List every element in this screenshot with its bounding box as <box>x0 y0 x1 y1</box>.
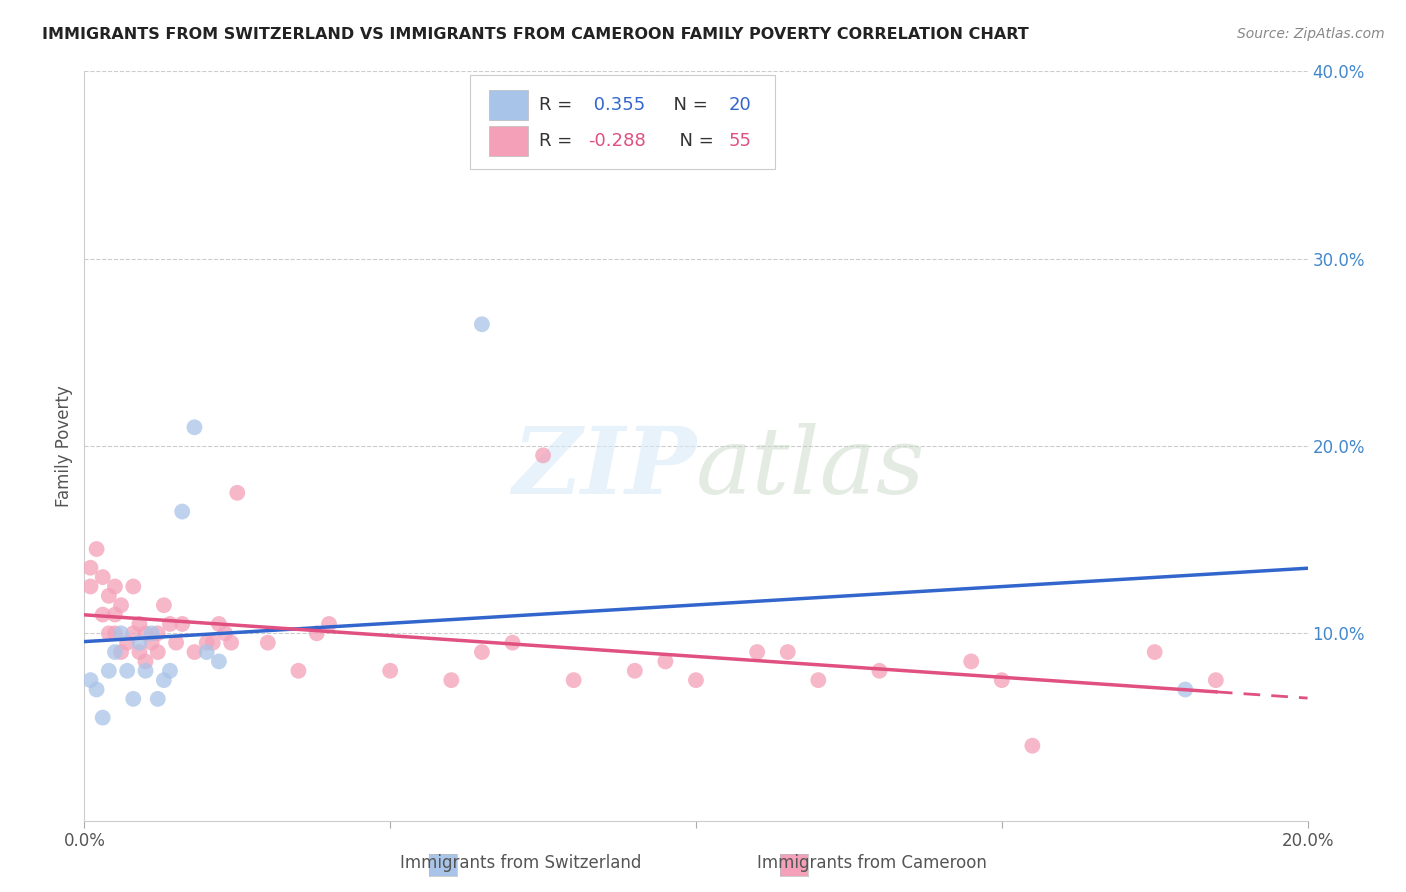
Point <box>305 626 328 640</box>
Point <box>172 617 194 632</box>
Point <box>776 645 799 659</box>
Point <box>318 617 340 632</box>
Text: Source: ZipAtlas.com: Source: ZipAtlas.com <box>1237 27 1385 41</box>
Text: 20: 20 <box>728 95 752 113</box>
Point <box>195 645 218 659</box>
Point <box>122 692 145 706</box>
Point <box>104 607 127 622</box>
Point <box>159 617 181 632</box>
Text: N =: N = <box>662 95 713 113</box>
Text: 55: 55 <box>728 132 752 150</box>
Point <box>208 655 231 669</box>
Point <box>97 589 120 603</box>
Point <box>146 692 169 706</box>
FancyBboxPatch shape <box>470 75 776 169</box>
Point <box>146 645 169 659</box>
Point <box>747 645 769 659</box>
Point <box>153 599 176 613</box>
Point <box>110 626 132 640</box>
Point <box>135 664 157 678</box>
Text: R =: R = <box>540 95 578 113</box>
Point <box>104 580 127 594</box>
Text: N =: N = <box>668 132 720 150</box>
Point <box>195 635 218 649</box>
Point <box>115 635 138 649</box>
Text: IMMIGRANTS FROM SWITZERLAND VS IMMIGRANTS FROM CAMEROON FAMILY POVERTY CORRELATI: IMMIGRANTS FROM SWITZERLAND VS IMMIGRANT… <box>42 27 1029 42</box>
Point <box>97 626 120 640</box>
Text: R =: R = <box>540 132 578 150</box>
Point <box>115 664 138 678</box>
Point <box>1174 682 1197 697</box>
Point <box>104 626 127 640</box>
Point <box>104 645 127 659</box>
Point <box>685 673 707 688</box>
Point <box>807 673 830 688</box>
Point <box>86 542 108 557</box>
Point <box>562 673 585 688</box>
Point <box>135 626 157 640</box>
Point <box>287 664 309 678</box>
Point <box>141 635 163 649</box>
Point <box>97 664 120 678</box>
Text: Immigrants from Switzerland: Immigrants from Switzerland <box>399 855 641 872</box>
Point <box>165 635 187 649</box>
Point <box>128 635 150 649</box>
Point <box>219 635 242 649</box>
Point <box>1021 739 1043 753</box>
Point <box>654 655 676 669</box>
Point <box>153 673 176 688</box>
Point <box>531 449 554 463</box>
Point <box>440 673 463 688</box>
Text: ZIP: ZIP <box>512 424 696 514</box>
Point <box>110 599 132 613</box>
Point <box>1143 645 1166 659</box>
FancyBboxPatch shape <box>489 126 529 156</box>
Point <box>135 655 157 669</box>
Point <box>208 617 231 632</box>
Point <box>91 607 114 622</box>
Point <box>214 626 236 640</box>
Point <box>79 673 101 688</box>
Point <box>624 664 647 678</box>
FancyBboxPatch shape <box>489 90 529 120</box>
Point <box>226 486 249 500</box>
Point <box>201 635 224 649</box>
Text: -0.288: -0.288 <box>588 132 647 150</box>
Point <box>183 420 205 434</box>
Point <box>502 635 524 649</box>
Y-axis label: Family Poverty: Family Poverty <box>55 385 73 507</box>
Point <box>159 664 181 678</box>
Point <box>869 664 891 678</box>
Point <box>141 626 163 640</box>
Point <box>183 645 205 659</box>
Point <box>128 645 150 659</box>
Point <box>380 664 402 678</box>
Point <box>122 580 145 594</box>
Text: Immigrants from Cameroon: Immigrants from Cameroon <box>756 855 987 872</box>
Point <box>257 635 280 649</box>
Point <box>146 626 169 640</box>
Point <box>86 682 108 697</box>
Point <box>79 580 101 594</box>
Text: atlas: atlas <box>696 424 925 514</box>
Point <box>79 561 101 575</box>
Point <box>1205 673 1227 688</box>
Point <box>172 505 194 519</box>
Text: 0.355: 0.355 <box>588 95 645 113</box>
Point <box>471 318 494 332</box>
Point <box>91 710 114 724</box>
Point <box>128 617 150 632</box>
Point <box>991 673 1014 688</box>
Point <box>122 626 145 640</box>
Point <box>110 645 132 659</box>
Point <box>91 570 114 584</box>
Point <box>960 655 983 669</box>
Point <box>471 645 494 659</box>
